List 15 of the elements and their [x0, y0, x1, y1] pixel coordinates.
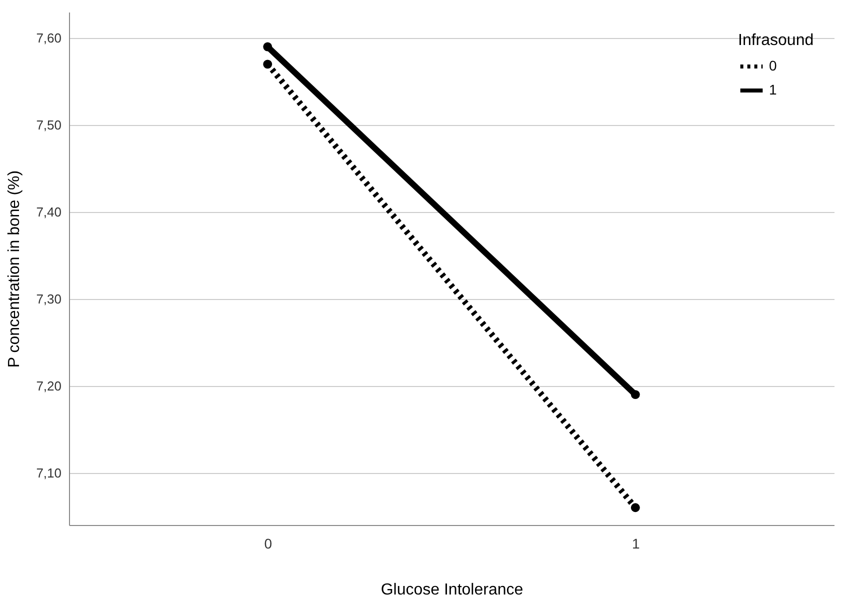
legend-label: 1	[769, 82, 777, 98]
legend-label: 0	[769, 58, 777, 74]
legend-title: Infrasound	[738, 32, 814, 49]
y-tick-label: 7,30	[36, 291, 62, 306]
point	[630, 503, 640, 512]
y-tick-label: 7,50	[36, 118, 62, 133]
y-tick-label: 7,60	[36, 30, 62, 46]
y-axis-title: P concentration in bone (%)	[6, 170, 24, 368]
point	[263, 60, 272, 69]
point	[630, 390, 640, 400]
y-tick-label: 7,20	[36, 378, 62, 394]
point	[263, 42, 272, 52]
y-tick-label: 7,40	[36, 204, 62, 220]
x-axis-title: Glucose Intolerance	[380, 582, 524, 598]
y-tick-label: 7,10	[36, 465, 62, 480]
